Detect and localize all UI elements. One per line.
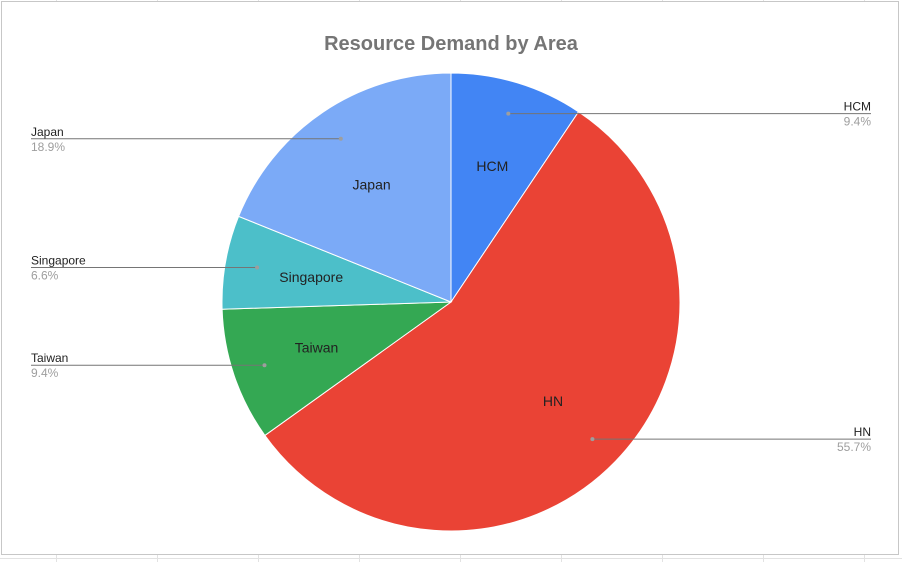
- slice-label-singapore: Singapore: [279, 269, 343, 285]
- pie-slices: [221, 72, 681, 532]
- callout-dot-japan: [338, 136, 343, 141]
- pie-slice-taiwan[interactable]: [221, 301, 453, 437]
- callout-name-hn: HN: [854, 425, 871, 439]
- callout-name-taiwan: Taiwan: [31, 351, 68, 365]
- pie-slice-hcm[interactable]: [450, 72, 580, 304]
- slice-label-hcm: HCM: [476, 158, 508, 174]
- callout-dot-singapore: [255, 265, 260, 270]
- callout-name-hcm: HCM: [844, 100, 871, 114]
- callout-percent-japan: 18.9%: [31, 140, 65, 154]
- grid-line: [0, 558, 902, 559]
- slice-label-hn: HN: [543, 393, 563, 409]
- callout-dot-hcm: [506, 111, 511, 116]
- callout-labels: HCM9.4%HN55.7%Taiwan9.4%Singapore6.6%Jap…: [31, 100, 872, 454]
- callout-percent-hn: 55.7%: [837, 440, 871, 454]
- chart-title: Resource Demand by Area: [324, 33, 579, 55]
- callout-dot-hn: [590, 437, 595, 442]
- slice-label-japan: Japan: [353, 176, 391, 192]
- pie-slice-hn[interactable]: [264, 111, 681, 532]
- callout-dot-taiwan: [262, 363, 267, 368]
- callout-percent-singapore: 6.6%: [31, 269, 59, 283]
- pie-slice-japan[interactable]: [237, 72, 452, 303]
- callout-percent-taiwan: 9.4%: [31, 366, 59, 380]
- slice-labels: HCM HN Taiwan Singapore Japan: [279, 158, 563, 409]
- callout-name-japan: Japan: [31, 125, 64, 139]
- callout-name-singapore: Singapore: [31, 254, 86, 268]
- callout-percent-hcm: 9.4%: [844, 115, 872, 129]
- slice-label-taiwan: Taiwan: [295, 340, 339, 356]
